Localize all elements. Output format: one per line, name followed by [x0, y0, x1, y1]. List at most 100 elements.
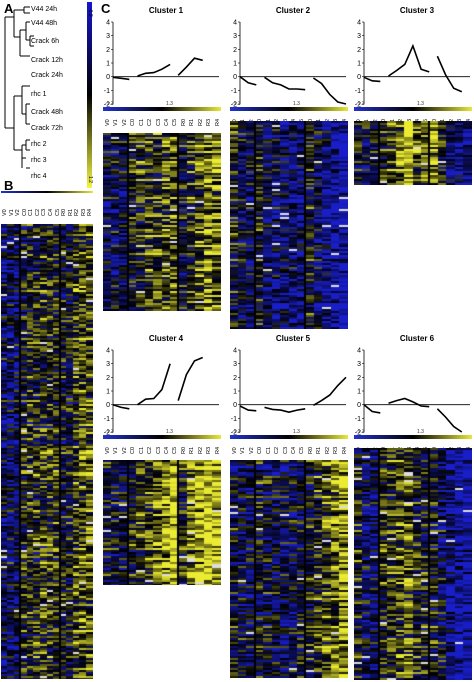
column-label: C0: [21, 208, 28, 216]
column-label: C3: [41, 208, 48, 216]
y-tick-label: 0: [233, 402, 237, 409]
y-tick-label: 0: [106, 74, 110, 81]
y-tick-label: 2: [233, 47, 237, 54]
column-label: V1: [8, 209, 15, 216]
panel-label-b: B: [4, 178, 14, 193]
y-tick-label: -1: [231, 416, 237, 423]
y-tick-label: -1: [231, 88, 237, 95]
y-tick-label: 0: [233, 74, 237, 81]
cluster-colorbar-label: 1.3: [293, 429, 300, 435]
y-tick-label: -2: [355, 102, 361, 109]
column-label: R1: [189, 446, 196, 454]
cluster-colorbar-label: 1.3: [166, 429, 173, 435]
cluster-colorbar-label: -1.3: [232, 429, 241, 435]
series-line-segment: [112, 76, 130, 81]
cluster-colorbar-label: -1.3: [356, 101, 365, 107]
y-tick-label: -2: [104, 102, 110, 109]
cluster-line-chart: -2 -1 0 1 2 3 4: [231, 348, 347, 437]
dendrogram-leaf: rhc 2: [31, 141, 47, 148]
cluster-heatmap: [103, 460, 221, 585]
cluster-colorbar: [354, 435, 472, 439]
column-label: R0: [180, 446, 187, 454]
dendrogram-leaf: rhc 1: [31, 91, 47, 98]
y-tick-label: 4: [233, 20, 237, 27]
y-tick-label: 1: [106, 389, 110, 396]
cluster-colorbar-label: 1.3: [417, 101, 424, 107]
cluster-title: Cluster 1: [148, 6, 184, 15]
y-tick-label: 1: [233, 61, 237, 68]
column-label: R2: [197, 118, 204, 126]
series-line-segment: [239, 405, 257, 412]
cluster-colorbar-label: -1.3: [232, 101, 241, 107]
y-tick-label: -2: [231, 430, 237, 437]
cluster-title: Cluster 3: [399, 6, 435, 15]
column-label: R3: [206, 118, 213, 126]
column-label: C1: [138, 118, 145, 126]
column-label: V1: [113, 119, 120, 126]
dendrogram-leaf: Crack 6h: [31, 38, 60, 45]
series-line-segment: [112, 403, 130, 410]
y-tick-label: 0: [106, 402, 110, 409]
series-line-segment: [312, 77, 347, 105]
cluster-colorbar-label: -1.3: [105, 429, 114, 435]
cluster-colorbar: [354, 107, 472, 111]
cluster-colorbar: [230, 435, 348, 439]
cluster-line-chart: -2 -1 0 1 2 3 4: [104, 348, 219, 436]
dendrogram-leaf: Crack 12h: [31, 57, 63, 64]
cluster-title: Cluster 5: [275, 334, 311, 343]
column-label: V0: [232, 447, 238, 454]
cluster-colorbar: [230, 107, 348, 111]
y-tick-label: 2: [357, 47, 361, 54]
series-line-segment: [239, 76, 257, 86]
column-label: R3: [206, 446, 213, 454]
cluster-colorbar-label: 1.3: [417, 429, 424, 435]
column-label: C2: [34, 208, 41, 216]
series-line-segment: [312, 376, 347, 406]
y-tick-label: 2: [106, 47, 110, 54]
cluster-colorbar-label: -1.3: [356, 429, 365, 435]
y-tick-label: 3: [233, 361, 237, 368]
column-label: C0: [257, 446, 264, 454]
y-tick-label: 4: [357, 348, 361, 355]
cluster-colorbar: [103, 107, 221, 111]
cluster-heatmap: [230, 121, 348, 329]
colorbar-min-label: -1.2: [87, 8, 93, 17]
column-label: R2: [74, 208, 81, 216]
column-label: V0: [105, 119, 111, 126]
cluster-colorbar-label: 1.3: [293, 101, 300, 107]
column-label: R3: [333, 446, 340, 454]
heatmap-b-colorbar: [1, 191, 93, 193]
column-label: V2: [15, 209, 22, 216]
cluster-heatmap: [354, 121, 472, 185]
series-line-segment: [137, 363, 171, 406]
y-tick-label: 1: [233, 389, 237, 396]
cluster-line-chart: -2 -1 0 1 2 3 4: [355, 20, 470, 109]
column-label: V2: [121, 119, 128, 126]
series-line-segment: [388, 43, 430, 77]
y-tick-label: 1: [357, 61, 361, 68]
column-label: C2: [147, 446, 154, 454]
cluster-colorbar-label: 1.3: [166, 101, 173, 107]
colorbar-vertical: [87, 2, 92, 188]
cluster-title: Cluster 6: [399, 334, 435, 343]
column-label: V2: [248, 447, 255, 454]
y-tick-label: 0: [357, 74, 361, 81]
column-label: C2: [274, 446, 281, 454]
series-line-segment: [363, 404, 381, 414]
y-tick-label: -1: [104, 416, 110, 423]
series-line-segment: [264, 76, 306, 91]
column-label: C5: [54, 208, 61, 216]
column-label: R1: [316, 446, 323, 454]
column-label: R2: [324, 446, 331, 454]
cluster-colorbar-label: -1.3: [105, 101, 114, 107]
cluster-title: Cluster 4: [148, 334, 184, 343]
series-line-segment: [436, 408, 463, 433]
dendrogram-leaf: Crack 72h: [31, 125, 63, 132]
y-tick-label: -1: [355, 416, 361, 423]
column-label: R4: [214, 446, 221, 454]
column-label: R0: [180, 118, 187, 126]
column-label: C4: [164, 118, 170, 126]
